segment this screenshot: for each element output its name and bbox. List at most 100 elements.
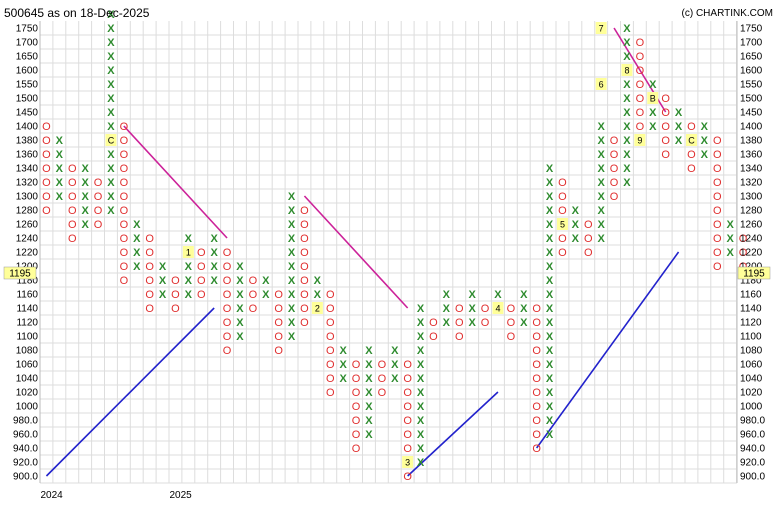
o-box: O (300, 247, 309, 259)
y-tick-label-right: 1060 (740, 360, 763, 371)
marker-label: 8 (624, 66, 629, 76)
o-box: O (481, 317, 490, 329)
o-box: O (610, 177, 619, 189)
o-box: O (223, 261, 232, 273)
o-box: O (223, 317, 232, 329)
x-box: X (623, 121, 631, 133)
x-box: X (649, 79, 657, 91)
x-box: X (546, 247, 554, 259)
y-tick-label-left: 1450 (16, 108, 39, 119)
x-box: X (623, 51, 631, 63)
x-box: X (107, 107, 115, 119)
x-box: X (726, 233, 734, 245)
x-box: X (236, 275, 244, 287)
x-box: X (520, 317, 528, 329)
x-box: X (546, 233, 554, 245)
x-box: X (623, 107, 631, 119)
marker-box (685, 134, 697, 146)
x-box: X (417, 317, 425, 329)
x-box: X (107, 177, 115, 189)
y-axis-right: 1750 1700 1650 1600 1550 1500 1450 1400 1380 1360… (737, 24, 771, 483)
o-box: O (636, 93, 645, 105)
o-box: O (326, 331, 335, 343)
marker-label: 4 (495, 304, 500, 314)
y-tick-label-right: 1400 (740, 122, 763, 133)
marker-box (621, 64, 633, 76)
o-box: O (120, 219, 129, 231)
o-box: O (661, 149, 670, 161)
o-box: O (532, 317, 541, 329)
x-box: X (546, 275, 554, 287)
o-box: O (145, 275, 154, 287)
o-box: O (713, 135, 722, 147)
x-box: X (210, 261, 218, 273)
o-column: OOO (378, 359, 387, 399)
x-box: X (597, 233, 605, 245)
o-box: O (687, 163, 696, 175)
o-box: O (120, 135, 129, 147)
x-box: X (56, 135, 64, 147)
trend-line (123, 125, 228, 239)
x-box: X (185, 261, 193, 273)
o-box: O (610, 149, 619, 161)
x-box: X (339, 359, 347, 371)
y-tick-label-left: 1360 (16, 150, 39, 161)
x-box: X (417, 429, 425, 441)
y-tick-label-right: 1500 (740, 94, 763, 105)
x-box: X (417, 303, 425, 315)
y-tick-label-left: 1220 (16, 248, 39, 259)
y-tick-label-right: 1180 (740, 276, 762, 287)
o-box: O (223, 303, 232, 315)
x-box: X (520, 303, 528, 315)
y-tick-label-right: 1700 (740, 38, 763, 49)
y-tick-label-right: 1340 (740, 164, 763, 175)
x-column: XXX (520, 289, 528, 329)
y-tick-label-left: 1160 (16, 290, 38, 301)
o-box: O (532, 443, 541, 455)
o-box: O (713, 191, 722, 203)
trend-line (536, 251, 680, 449)
o-box: O (713, 233, 722, 245)
o-box: O (171, 275, 180, 287)
x-box: X (546, 289, 554, 301)
x-box: X (623, 79, 631, 91)
x-box: X (597, 163, 605, 175)
marker-label: 7 (599, 24, 604, 34)
marker-label: 1 (186, 248, 191, 258)
grid (39, 21, 738, 484)
o-box: O (661, 135, 670, 147)
x-box: X (546, 387, 554, 399)
y-tick-label-right: 900.0 (740, 472, 765, 483)
o-box: O (403, 401, 412, 413)
x-box: X (236, 289, 244, 301)
o-box: O (249, 275, 258, 287)
x-box: X (81, 219, 89, 231)
x-box: X (56, 149, 64, 161)
x-box: X (107, 51, 115, 63)
x-box: X (675, 107, 683, 119)
x-box: X (443, 317, 451, 329)
y-tick-label-right: 1300 (740, 192, 763, 203)
y-tick-label-left: 1240 (16, 234, 39, 245)
x-box: X (365, 415, 373, 427)
x-box: X (468, 289, 476, 301)
x-box: X (623, 135, 631, 147)
x-column: XXX (649, 79, 657, 133)
o-box: O (326, 317, 335, 329)
x-box: X (546, 429, 554, 441)
x-box: X (623, 23, 631, 35)
x-box: X (133, 219, 141, 231)
o-box: O (713, 219, 722, 231)
x-box: X (417, 345, 425, 357)
x-box: X (107, 65, 115, 77)
y-tick-label-left: 1020 (16, 388, 39, 399)
y-tick-label-right: 1000 (740, 402, 763, 413)
last-price-box-left (3, 266, 37, 280)
o-box: O (532, 345, 541, 357)
y-tick-label-left: 1140 (16, 304, 38, 315)
x-box: X (314, 289, 322, 301)
x-box: X (417, 373, 425, 385)
